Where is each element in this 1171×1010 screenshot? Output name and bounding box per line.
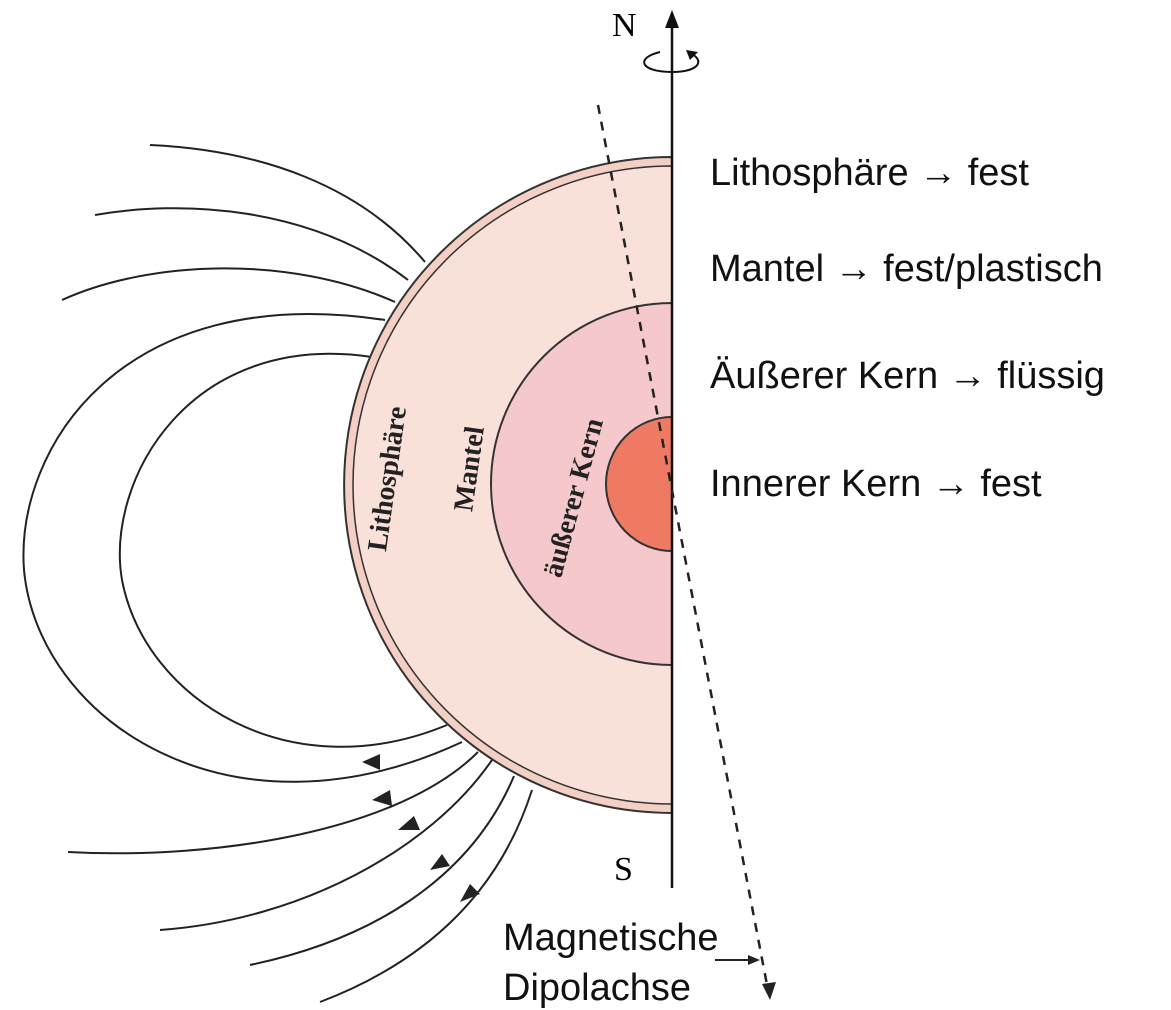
- field-line: [149, 144, 426, 263]
- field-line: [319, 789, 533, 1003]
- state-label: Lithosphäre → fest: [710, 152, 1029, 194]
- earth: [343, 155, 673, 815]
- field-line: [61, 267, 396, 303]
- field-line: [94, 207, 409, 281]
- pointer-head: [748, 955, 760, 965]
- axis-arrow: [665, 10, 679, 28]
- rotation-arrow: [686, 50, 698, 60]
- south-label: S: [614, 851, 633, 888]
- state-label: Äußerer Kern → flüssig: [710, 355, 1105, 397]
- dipole-label: Dipolachse: [503, 967, 691, 1009]
- state-label: Mantel → fest/plastisch: [710, 248, 1103, 290]
- field-lines: [22, 144, 533, 1003]
- inner-core: [605, 415, 673, 553]
- field-line: [67, 751, 479, 855]
- outer-core: [490, 301, 673, 667]
- state-label: Innerer Kern → fest: [710, 463, 1042, 505]
- field-arrows: [362, 754, 480, 902]
- field-line: [118, 352, 448, 748]
- field-line: [249, 775, 515, 966]
- dipole-axis: [596, 104, 770, 991]
- dipole-label: Magnetische: [503, 917, 718, 959]
- rotation-symbol: [643, 51, 700, 74]
- field-line: [159, 759, 493, 931]
- dipole-arrow: [762, 982, 776, 1000]
- north-label: N: [612, 7, 637, 44]
- field-line: [22, 313, 463, 783]
